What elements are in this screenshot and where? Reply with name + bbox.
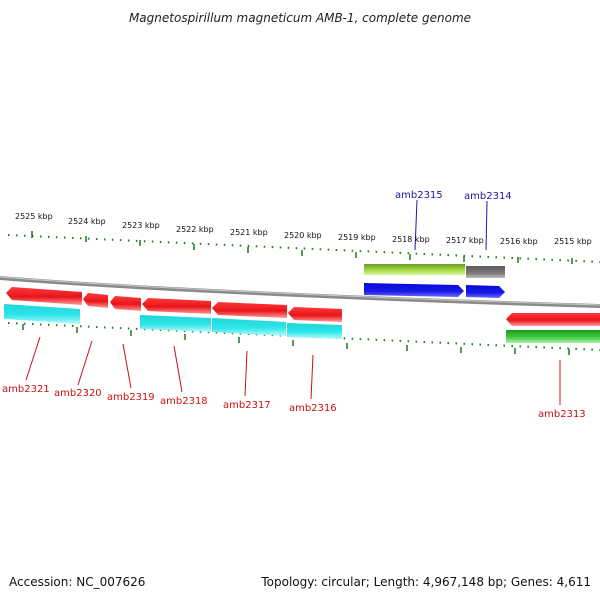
scale-label: 2522 kbp [176, 225, 214, 234]
gene-label-amb2319[interactable]: amb2319 [107, 392, 155, 403]
plus-strand-features [364, 264, 505, 298]
topology-text: Topology: circular; Length: 4,967,148 bp… [260, 575, 591, 589]
gene-label-amb2318[interactable]: amb2318 [160, 396, 208, 407]
leader-amb2316 [310, 354, 314, 400]
chromosome-backbone [0, 276, 600, 308]
cds-bar-amb2321[interactable] [4, 304, 80, 324]
minus-strand-features [4, 287, 600, 343]
gene-arrow-amb2320[interactable] [83, 293, 108, 308]
cds-bar-amb2316[interactable] [287, 323, 342, 339]
scale-label: 2518 kbp [392, 235, 430, 244]
upper-ruler [7, 231, 600, 264]
leader-amb2314 [485, 200, 488, 251]
leader-amb2318 [173, 345, 183, 393]
gene-arrow-amb2314[interactable] [466, 285, 505, 298]
scale-label: 2515 kbp [554, 237, 592, 246]
map-title: Magnetospirillum magneticum AMB-1, compl… [129, 11, 471, 25]
gene-arrow-amb2319[interactable] [110, 296, 141, 311]
gene-label-amb2317[interactable]: amb2317 [223, 400, 271, 411]
gene-label-amb2321[interactable]: amb2321 [2, 384, 50, 395]
scale-label: 2517 kbp [446, 236, 484, 245]
leader-amb2319 [122, 343, 132, 389]
gene-label-amb2314[interactable]: amb2314 [464, 191, 512, 202]
gene-label-amb2320[interactable]: amb2320 [54, 388, 102, 399]
gene-arrow-amb2318[interactable] [142, 298, 211, 314]
leader-amb2317 [244, 350, 248, 397]
scale-label: 2519 kbp [338, 233, 376, 242]
cds-bar-amb2314[interactable] [466, 266, 505, 278]
scale-label: 2516 kbp [500, 237, 538, 246]
scale-label: 2524 kbp [68, 217, 106, 226]
gene-label-amb2313[interactable]: amb2313 [538, 409, 586, 420]
cds-bar-amb2318[interactable] [140, 315, 211, 332]
cds-bar-amb2317[interactable] [212, 318, 286, 336]
scale-label: 2520 kbp [284, 231, 322, 240]
label-leaders [25, 199, 561, 405]
gene-arrow-amb2316[interactable] [288, 307, 342, 322]
gene-label-amb2315[interactable]: amb2315 [395, 190, 443, 201]
gene-arrow-amb2313[interactable] [506, 313, 600, 326]
scale-label: 2521 kbp [230, 228, 268, 237]
leader-amb2320 [77, 340, 93, 386]
scale-label: 2525 kbp [15, 212, 53, 221]
leader-amb2315 [414, 199, 418, 251]
gene-arrow-amb2321[interactable] [6, 287, 82, 305]
scale-labels: 2525 kbp 2524 kbp 2523 kbp 2522 kbp 2521… [15, 212, 592, 246]
gene-arrow-amb2315[interactable] [364, 283, 464, 297]
leader-amb2321 [25, 336, 41, 381]
chromosome-backbone-highlight [0, 276, 600, 306]
gene-labels: amb2321 amb2320 amb2319 amb2318 amb2317 … [2, 190, 586, 420]
gene-arrow-amb2317[interactable] [212, 302, 287, 318]
accession-text: Accession: NC_007626 [9, 575, 145, 589]
cds-bar-amb2315[interactable] [364, 264, 465, 275]
gene-label-amb2316[interactable]: amb2316 [289, 403, 337, 414]
scale-label: 2523 kbp [122, 221, 160, 230]
cds-bar-amb2313[interactable] [506, 330, 600, 343]
